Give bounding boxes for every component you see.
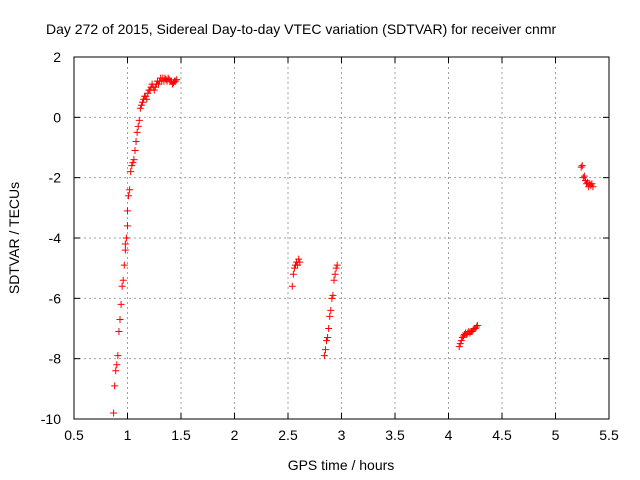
y-tick-label: -10: [41, 411, 61, 427]
data-point: [113, 361, 121, 369]
data-point: [131, 147, 139, 155]
data-point: [127, 168, 135, 176]
data-point: [115, 328, 123, 336]
data-point: [150, 86, 158, 94]
x-tick-label: 1: [124, 427, 132, 443]
data-point: [472, 323, 480, 331]
data-point: [133, 128, 141, 136]
data-point: [577, 163, 585, 171]
x-tick-label: 5.5: [599, 427, 619, 443]
data-point: [456, 340, 464, 348]
data-point: [295, 255, 303, 263]
data-point: [329, 291, 337, 299]
data-point: [323, 337, 331, 345]
x-tick-label: 4.5: [492, 427, 512, 443]
data-point: [455, 343, 463, 351]
data-point: [589, 183, 597, 191]
data-point: [578, 162, 586, 170]
data-point: [110, 409, 118, 417]
data-point: [331, 270, 339, 278]
y-tick-label: 2: [53, 49, 61, 65]
x-tick-label: 3: [338, 427, 346, 443]
x-tick-label: 0.5: [64, 427, 84, 443]
data-point: [296, 258, 304, 266]
data-point: [288, 282, 296, 290]
data-point: [151, 83, 159, 91]
data-point: [135, 116, 143, 124]
data-point: [129, 159, 137, 167]
data-point: [173, 76, 181, 84]
x-tick-label: 2.5: [278, 427, 298, 443]
data-point: [155, 80, 163, 88]
data-point: [120, 261, 128, 269]
data-point: [117, 300, 125, 308]
x-tick-label: 3.5: [385, 427, 405, 443]
data-point: [118, 282, 126, 290]
data-point: [119, 276, 127, 284]
data-point: [172, 77, 180, 85]
data-point: [457, 337, 465, 345]
data-point: [124, 222, 131, 230]
y-tick-label: -2: [49, 170, 62, 186]
data-point: [325, 325, 333, 332]
data-point: [290, 264, 298, 272]
x-tick-label: 4: [445, 427, 453, 443]
data-point: [125, 192, 133, 200]
x-axis-label: GPS time / hours: [288, 457, 395, 473]
data-point: [121, 240, 129, 248]
data-point: [326, 312, 334, 320]
chart-title: Day 272 of 2015, Sidereal Day-to-day VTE…: [46, 21, 556, 37]
data-point: [122, 234, 130, 242]
data-point: [143, 95, 151, 103]
x-tick-label: 1.5: [171, 427, 191, 443]
data-point: [112, 367, 120, 375]
data-point: [128, 162, 136, 170]
data-point: [324, 334, 332, 342]
y-tick-label: -4: [49, 230, 62, 246]
data-point: [321, 346, 329, 354]
data-point: [126, 186, 134, 194]
data-point: [121, 246, 129, 254]
data-point: [130, 156, 138, 164]
data-point: [580, 172, 588, 180]
data-point: [588, 180, 596, 188]
data-point: [137, 101, 145, 109]
data-point: [330, 276, 338, 284]
data-point: [111, 382, 119, 390]
y-axis-label: SDTVAR / TECUs: [6, 182, 22, 294]
data-point: [333, 261, 341, 269]
y-tick-label: -6: [49, 290, 62, 306]
x-tick-label: 5: [552, 427, 560, 443]
y-tick-label: 0: [53, 109, 61, 125]
x-tick-labels: 0.5 1 1.5 2 2.5 3 3.5 4 4.5 5 5.5: [64, 427, 619, 443]
data-point: [116, 315, 124, 323]
axis-ticks: [73, 56, 610, 420]
data-point: [289, 270, 297, 278]
y-tick-label: -8: [49, 351, 62, 367]
gridlines: [74, 57, 609, 419]
data-point: [320, 352, 328, 360]
data-point: [328, 294, 336, 302]
x-tick-label: 2: [231, 427, 239, 443]
data-point: [114, 352, 122, 360]
data-point: [473, 321, 481, 329]
data-points: [110, 74, 597, 417]
y-tick-labels: -10 -8 -6 -4 -2 0 2: [41, 49, 61, 427]
data-point: [138, 98, 146, 106]
data-point: [327, 306, 335, 314]
data-point: [124, 207, 131, 215]
data-point: [132, 137, 140, 145]
data-point: [134, 122, 142, 130]
data-point: [136, 104, 144, 112]
data-point: [332, 264, 340, 272]
